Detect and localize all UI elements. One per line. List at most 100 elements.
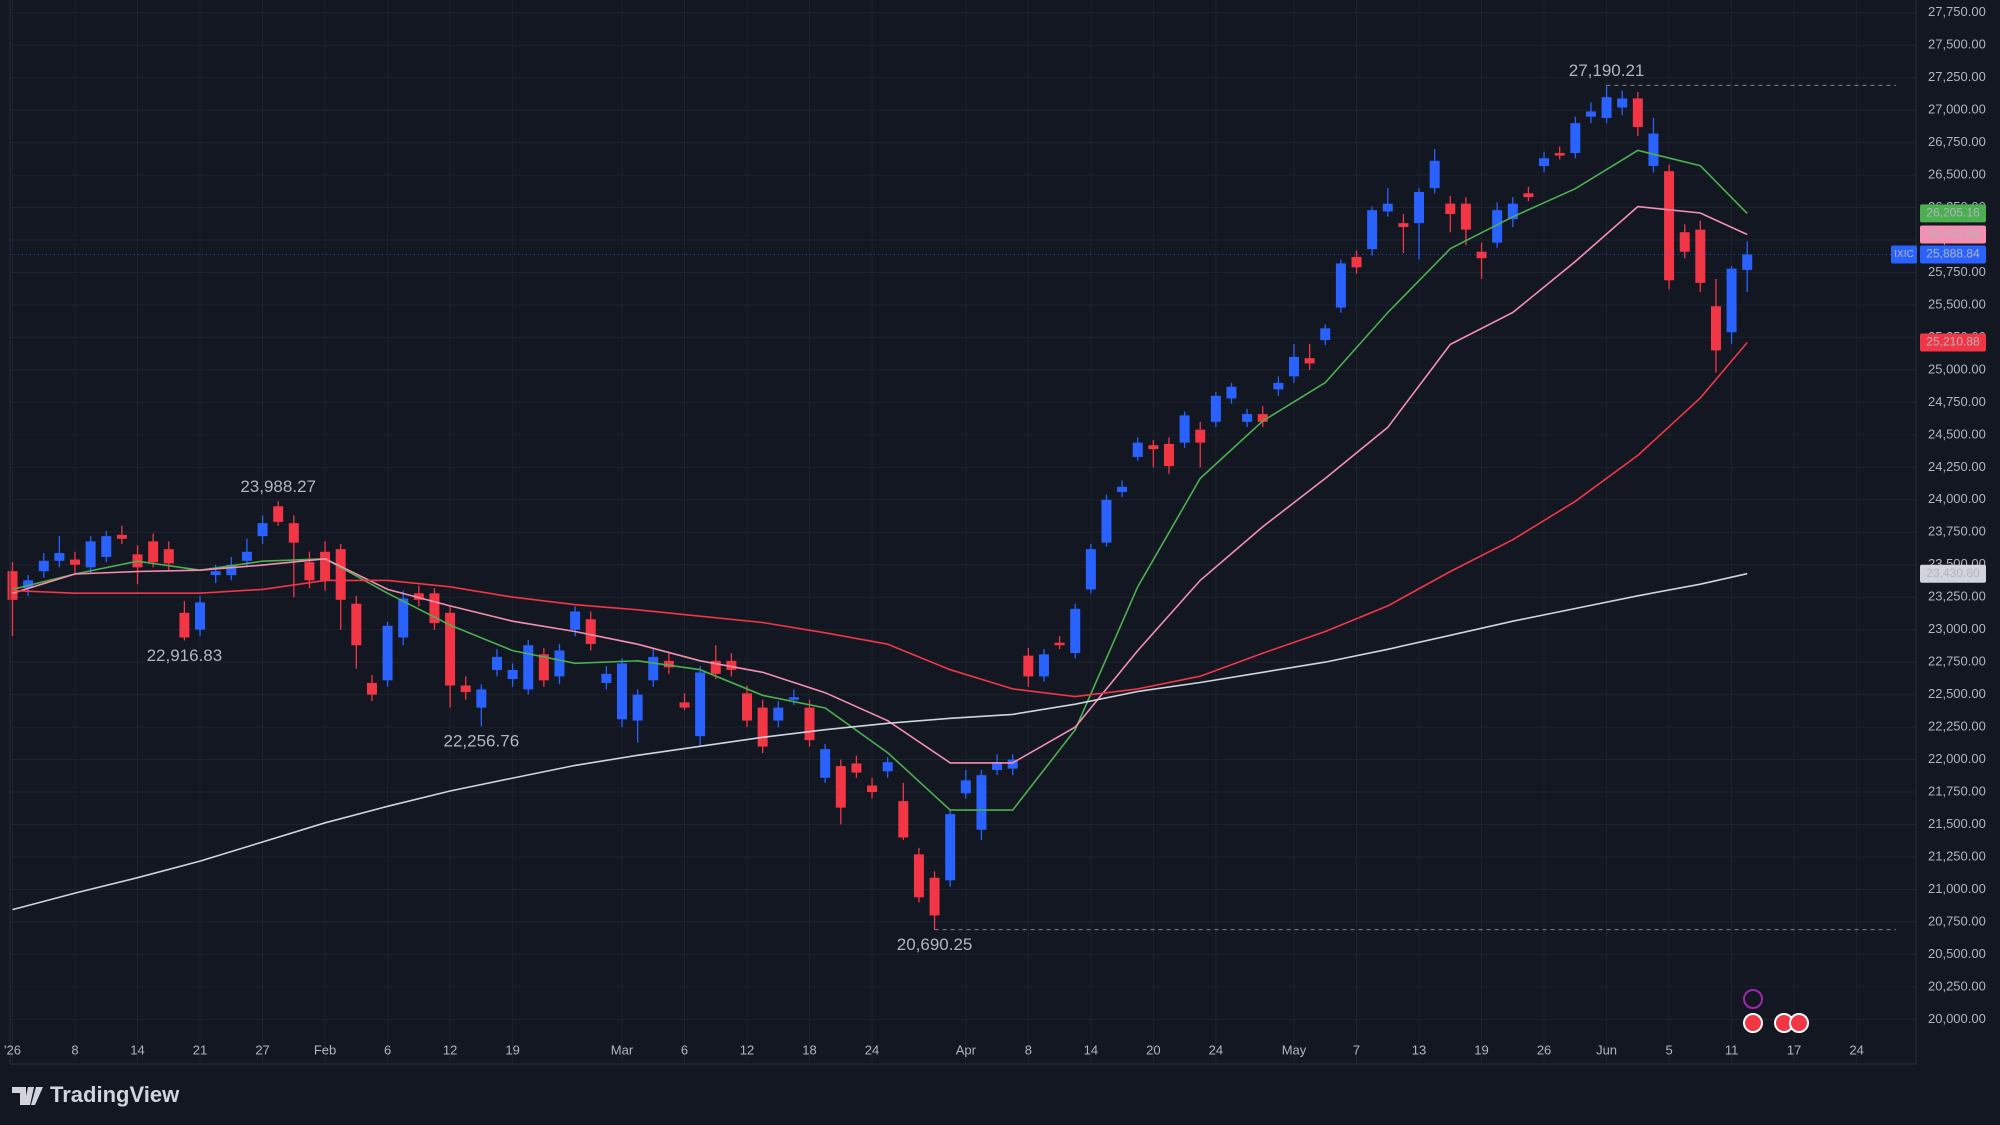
grid — [10, 0, 1916, 1064]
candle-body — [1273, 382, 1284, 390]
candle-body — [460, 685, 471, 693]
candle-body — [835, 766, 846, 808]
candle-body — [335, 549, 346, 600]
y-tick-label: 24,250.00 — [1928, 459, 1986, 474]
y-tick-label: 20,750.00 — [1928, 913, 1986, 928]
moving-average-line — [12, 149, 1748, 811]
candle-body — [820, 749, 831, 778]
candle-body — [382, 625, 393, 681]
brand-name: TradingView — [50, 1082, 180, 1107]
x-tick-label: 12 — [740, 1042, 754, 1057]
y-tick-label: 21,500.00 — [1928, 816, 1986, 831]
logo-mark — [12, 1087, 43, 1105]
price-tag — [1920, 245, 1986, 264]
price-tag-label: 25,888.84 — [1926, 247, 1980, 261]
y-tick-label: 21,000.00 — [1928, 881, 1986, 896]
candle-body — [1585, 111, 1596, 117]
y-tick-label: 25,000.00 — [1928, 361, 1986, 376]
candle-body — [773, 707, 784, 721]
y-tick-label: 27,500.00 — [1928, 37, 1986, 52]
x-tick-label: 24 — [1849, 1042, 1863, 1057]
x-tick-label: 20 — [1146, 1042, 1160, 1057]
candle-body — [491, 656, 502, 670]
candle-body — [1523, 193, 1534, 198]
candle-body — [429, 593, 440, 624]
y-tick-label: 26,500.00 — [1928, 167, 1986, 182]
y-tick-label: 23,250.00 — [1928, 589, 1986, 604]
y-tick-label: 24,000.00 — [1928, 491, 1986, 506]
price-tag — [1920, 333, 1986, 352]
brand-logo[interactable]: TradingView — [12, 1082, 180, 1107]
candle-body — [1429, 160, 1440, 189]
candle-body — [1679, 232, 1690, 252]
event-icon[interactable] — [1743, 989, 1763, 1009]
plot: 23,988.27 22,916.83 22,256.76 20,690.25 27,1… — [7, 61, 1916, 954]
event-icon[interactable] — [1789, 1013, 1809, 1033]
candle-body — [788, 697, 799, 700]
y-tick-label: 24,750.00 — [1928, 394, 1986, 409]
x-tick-label: Apr — [956, 1042, 977, 1057]
candle-body — [1210, 395, 1221, 422]
candle-body — [1601, 97, 1612, 118]
y-tick-label: 22,250.00 — [1928, 719, 1986, 734]
candle-body — [1054, 642, 1065, 646]
y-tick-label: 20,500.00 — [1928, 946, 1986, 961]
candle-body — [726, 660, 737, 670]
candle-body — [1335, 263, 1346, 308]
candle-body — [1351, 256, 1362, 268]
candle-body — [257, 523, 268, 537]
candle-body — [1242, 414, 1253, 422]
y-tick-label: 25,500.00 — [1928, 296, 1986, 311]
candle-body — [273, 506, 284, 522]
candle-body — [70, 559, 81, 565]
candle-body — [1320, 328, 1331, 341]
candle-body — [1695, 229, 1706, 283]
price-tag-label: 23,430.80 — [1926, 566, 1980, 580]
x-tick-label: 19 — [1474, 1042, 1488, 1057]
y-tick-label: 27,750.00 — [1928, 4, 1986, 19]
candle-body — [38, 560, 49, 572]
x-tick-label: 5 — [1665, 1042, 1672, 1057]
x-tick-label: May — [1282, 1042, 1307, 1057]
candle-body — [1101, 499, 1112, 543]
candle-body — [1492, 210, 1503, 243]
x-tick-label: 17 — [1787, 1042, 1801, 1057]
candle-body — [241, 551, 252, 561]
y-tick-label: 21,750.00 — [1928, 783, 1986, 798]
x-tick-label: '26 — [4, 1042, 21, 1057]
moving-average-line — [12, 572, 1748, 911]
candle-body — [476, 689, 487, 708]
candle-body — [1398, 223, 1409, 228]
candle-body — [1007, 759, 1018, 769]
candle-body — [1163, 443, 1174, 467]
candle-body — [1179, 415, 1190, 443]
candle-body — [413, 593, 424, 600]
candle-body — [163, 549, 174, 564]
x-tick-label: 19 — [505, 1042, 519, 1057]
candle-body — [85, 541, 96, 568]
symbol-tag-label: IXIC — [1894, 249, 1913, 260]
candle-body — [1445, 203, 1456, 215]
candle-body — [1742, 254, 1753, 270]
candle-body — [148, 541, 159, 563]
candle-body — [195, 602, 206, 630]
price-tag — [1920, 204, 1986, 223]
candle-body — [1132, 442, 1143, 457]
extreme-label: 27,190.21 — [1569, 61, 1645, 80]
candle-body — [1617, 98, 1628, 108]
x-tick-label: 11 — [1725, 1042, 1739, 1057]
candle-body — [351, 603, 362, 646]
candle-body — [882, 762, 893, 772]
candle-body — [1117, 486, 1128, 492]
y-tick-label: 26,750.00 — [1928, 134, 1986, 149]
candle-body — [1460, 203, 1471, 230]
extreme-label: 22,916.83 — [147, 646, 223, 665]
y-tick-label: 27,000.00 — [1928, 102, 1986, 117]
y-tick-label: 21,250.00 — [1928, 848, 1986, 863]
candle-body — [1648, 133, 1659, 166]
event-icon[interactable] — [1743, 1013, 1763, 1033]
candle-body — [679, 702, 690, 708]
candle-body — [929, 877, 940, 916]
candle-body — [898, 801, 909, 838]
